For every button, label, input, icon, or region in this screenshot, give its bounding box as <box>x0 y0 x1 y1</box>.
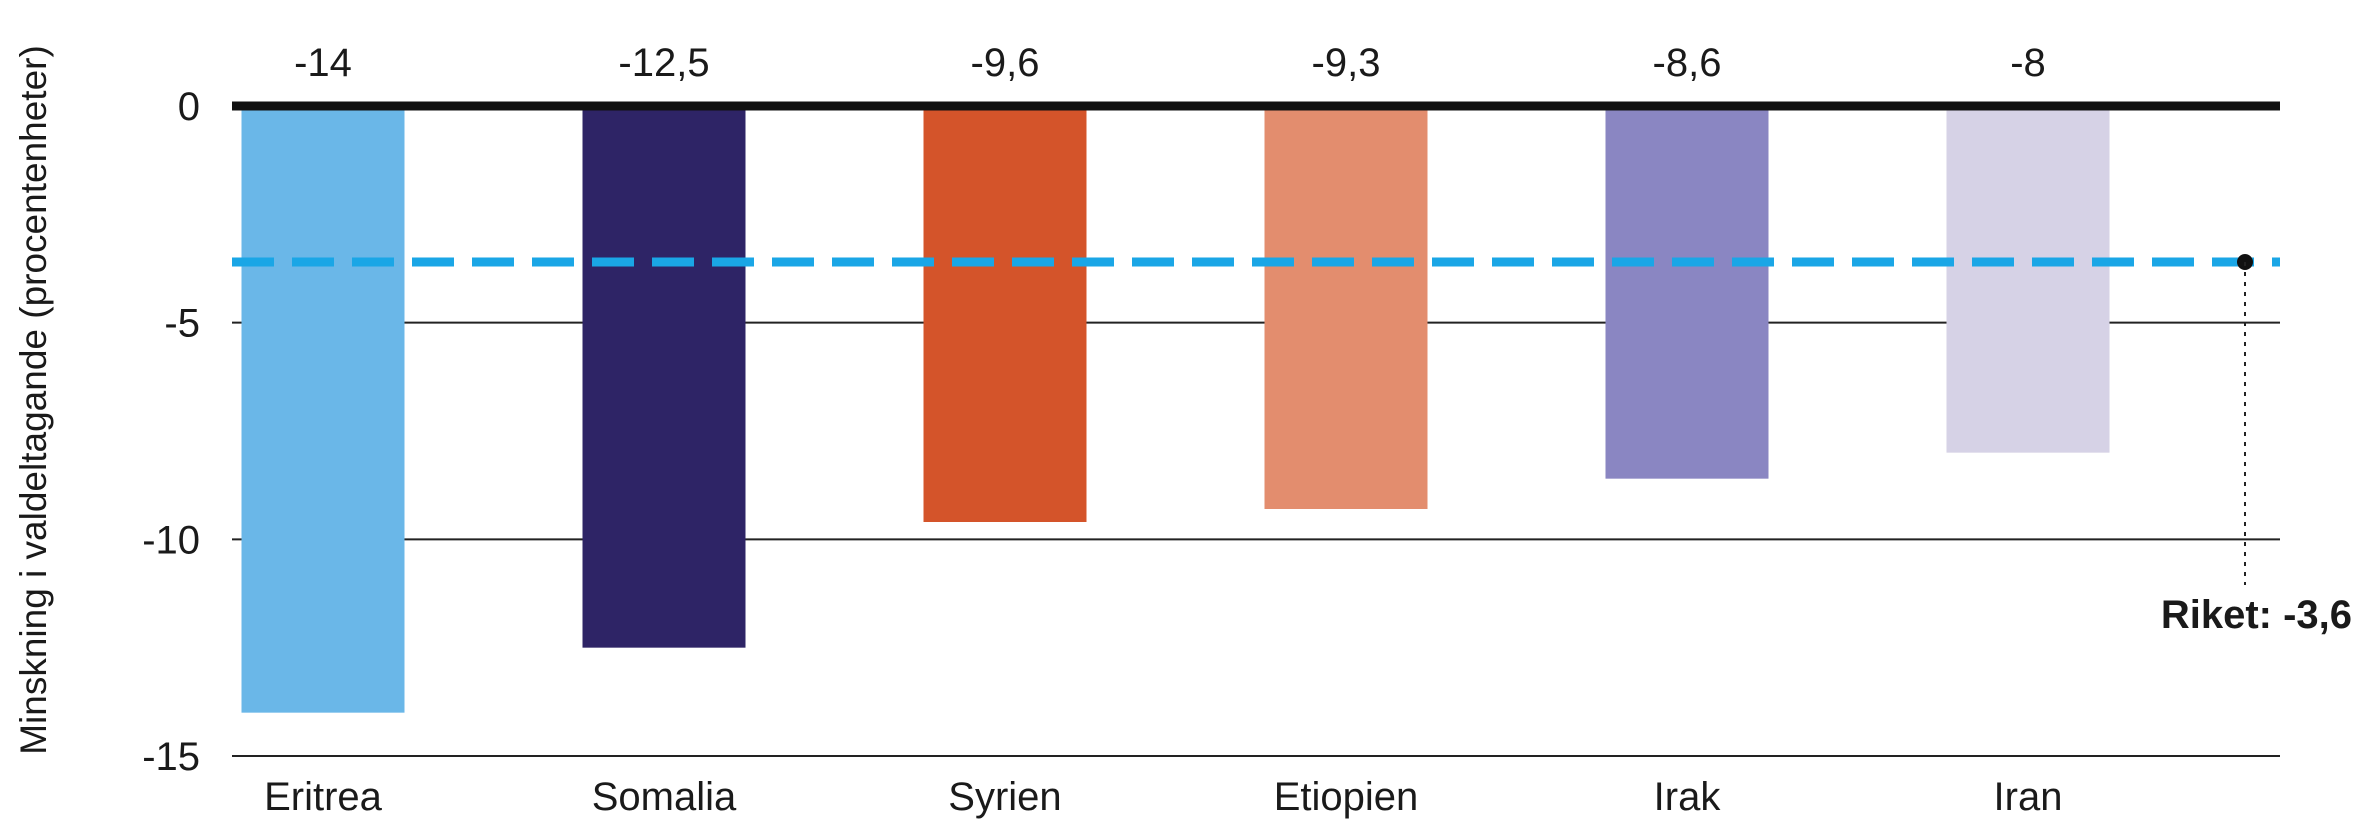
value-label: -8 <box>2010 41 2046 85</box>
bar <box>582 106 746 648</box>
gridlines <box>232 321 2280 757</box>
category-label: Irak <box>1654 775 1722 819</box>
y-tick-label: -15 <box>142 735 200 779</box>
category-label: Etiopien <box>1274 775 1419 819</box>
value-label: -14 <box>294 41 352 85</box>
bar <box>241 106 405 713</box>
value-label: -8,6 <box>1653 41 1722 85</box>
bar <box>923 106 1087 522</box>
bar <box>1605 106 1769 479</box>
category-label: Iran <box>1994 775 2063 819</box>
y-axis-label: Minskning i valdeltagande (procentenhete… <box>13 45 54 755</box>
category-label: Somalia <box>592 775 737 819</box>
bar <box>1264 106 1428 509</box>
value-labels: -14 -12,5 -9,6 -9,3 -8,6 -8 <box>294 41 2046 85</box>
reference-line-group: Riket: -3,6 <box>232 254 2352 637</box>
bars <box>241 106 2110 713</box>
bar <box>1946 106 2110 453</box>
reference-label: Riket: -3,6 <box>2161 593 2352 637</box>
y-tick-labels: 0 -5 -10 -15 <box>142 85 200 779</box>
y-tick-label: -5 <box>164 302 200 346</box>
y-tick-label: 0 <box>178 85 200 129</box>
category-labels: Eritrea Somalia Syrien Etiopien Irak Iran <box>264 775 2062 819</box>
y-tick-label: -10 <box>142 518 200 562</box>
value-label: -9,3 <box>1312 41 1381 85</box>
value-label: -9,6 <box>971 41 1040 85</box>
category-label: Eritrea <box>264 775 383 819</box>
category-label: Syrien <box>948 775 1061 819</box>
value-label: -12,5 <box>618 41 709 85</box>
